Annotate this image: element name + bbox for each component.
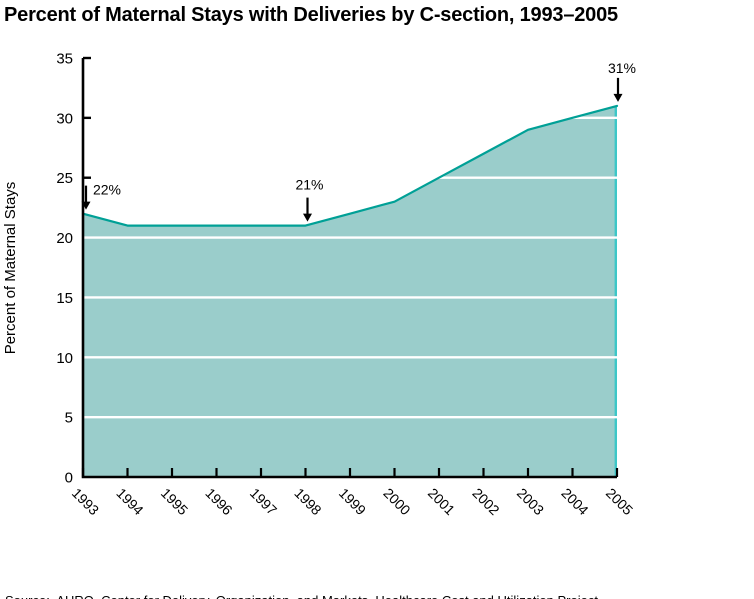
down-arrow-icon [613, 93, 623, 102]
annotations: 22% 21% 31% [81, 60, 636, 222]
x-tick-label: 1999 [336, 485, 369, 518]
x-tick-labels: 1993 1994 1995 1996 1997 1998 1999 2000 2001 2002… [69, 485, 636, 518]
x-tick-label: 2001 [425, 485, 458, 518]
trend-line [81, 104, 619, 227]
y-tick-label: 5 [65, 410, 73, 427]
x-tick-label: 2002 [469, 485, 502, 518]
annotation-label: 31% [608, 60, 636, 76]
y-tick-label: 0 [65, 470, 73, 487]
annotation-label: 21% [295, 177, 323, 193]
chart-title: Percent of Maternal Stays with Deliverie… [4, 4, 618, 26]
y-tick-label: 25 [56, 170, 73, 187]
x-tick-label: 1997 [247, 485, 280, 518]
x-tick-label: 1994 [113, 485, 146, 518]
x-tick-label: 1998 [291, 485, 324, 518]
x-tick-label: 2004 [558, 485, 591, 518]
annotation: 31% [608, 60, 636, 102]
down-arrow-icon [303, 213, 312, 222]
y-tick-label: 30 [56, 110, 73, 127]
y-tick-label: 15 [56, 290, 73, 307]
y-tick-label: 20 [56, 230, 73, 247]
annotation-label: 22% [93, 182, 121, 198]
area-fill [83, 105, 617, 477]
down-arrow-icon [81, 201, 91, 210]
x-tick-label: 2003 [514, 485, 547, 518]
annotation: 22% [81, 182, 121, 210]
axes [81, 58, 617, 479]
y-tick-label: 35 [56, 51, 73, 68]
x-tick-label: 2000 [380, 485, 413, 518]
x-tick-label: 1996 [202, 485, 235, 518]
y-axis-title: Percent of Maternal Stays [2, 182, 19, 355]
x-tick-label: 2005 [603, 485, 636, 518]
source-note: Source: AHRQ, Center for Delivery, Organ… [5, 561, 745, 599]
y-tick-labels: 0 5 10 15 20 25 30 35 [56, 51, 73, 487]
x-tick-label: 1995 [158, 485, 191, 518]
x-tick-label: 1993 [69, 485, 102, 518]
source-line-1: Source: AHRQ, Center for Delivery, Organ… [5, 593, 745, 599]
annotation: 21% [295, 177, 324, 222]
y-tick-label: 10 [56, 350, 73, 367]
